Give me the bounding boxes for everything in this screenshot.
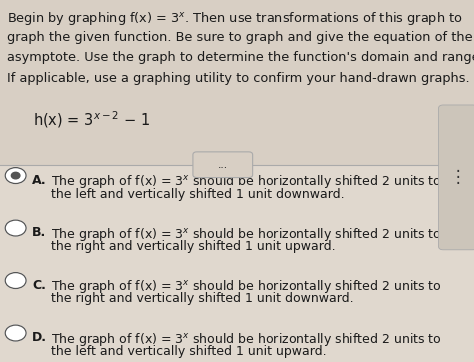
Text: The graph of f(x) = 3$^x$ should be horizontally shifted 2 units to: The graph of f(x) = 3$^x$ should be hori… xyxy=(51,331,442,348)
Text: ...: ... xyxy=(218,160,228,170)
Text: The graph of f(x) = 3$^x$ should be horizontally shifted 2 units to: The graph of f(x) = 3$^x$ should be hori… xyxy=(51,278,442,295)
FancyBboxPatch shape xyxy=(438,105,474,250)
Text: the left and vertically shifted 1 unit downward.: the left and vertically shifted 1 unit d… xyxy=(51,188,345,201)
Text: C.: C. xyxy=(32,279,46,292)
FancyBboxPatch shape xyxy=(0,0,474,165)
Text: Begin by graphing f(x) = 3$^x$. Then use transformations of this graph to: Begin by graphing f(x) = 3$^x$. Then use… xyxy=(7,10,463,27)
Text: ⋮: ⋮ xyxy=(449,168,466,186)
Circle shape xyxy=(5,168,26,184)
FancyBboxPatch shape xyxy=(193,152,253,177)
Text: graph the given function. Be sure to graph and give the equation of the: graph the given function. Be sure to gra… xyxy=(7,31,473,44)
Text: asymptote. Use the graph to determine the function's domain and range.: asymptote. Use the graph to determine th… xyxy=(7,51,474,64)
Text: A.: A. xyxy=(32,174,47,187)
Circle shape xyxy=(5,273,26,289)
Text: If applicable, use a graphing utility to confirm your hand-drawn graphs.: If applicable, use a graphing utility to… xyxy=(7,72,470,85)
Text: the right and vertically shifted 1 unit downward.: the right and vertically shifted 1 unit … xyxy=(51,292,354,306)
Text: The graph of f(x) = 3$^x$ should be horizontally shifted 2 units to: The graph of f(x) = 3$^x$ should be hori… xyxy=(51,173,442,190)
Text: D.: D. xyxy=(32,331,47,344)
Circle shape xyxy=(5,220,26,236)
Text: h(x) = 3$^{x-2}$ − 1: h(x) = 3$^{x-2}$ − 1 xyxy=(33,109,151,130)
FancyBboxPatch shape xyxy=(0,165,474,362)
Text: The graph of f(x) = 3$^x$ should be horizontally shifted 2 units to: The graph of f(x) = 3$^x$ should be hori… xyxy=(51,226,442,243)
Text: the left and vertically shifted 1 unit upward.: the left and vertically shifted 1 unit u… xyxy=(51,345,327,358)
Circle shape xyxy=(5,325,26,341)
Text: the right and vertically shifted 1 unit upward.: the right and vertically shifted 1 unit … xyxy=(51,240,336,253)
Text: B.: B. xyxy=(32,226,46,239)
Circle shape xyxy=(11,172,20,179)
